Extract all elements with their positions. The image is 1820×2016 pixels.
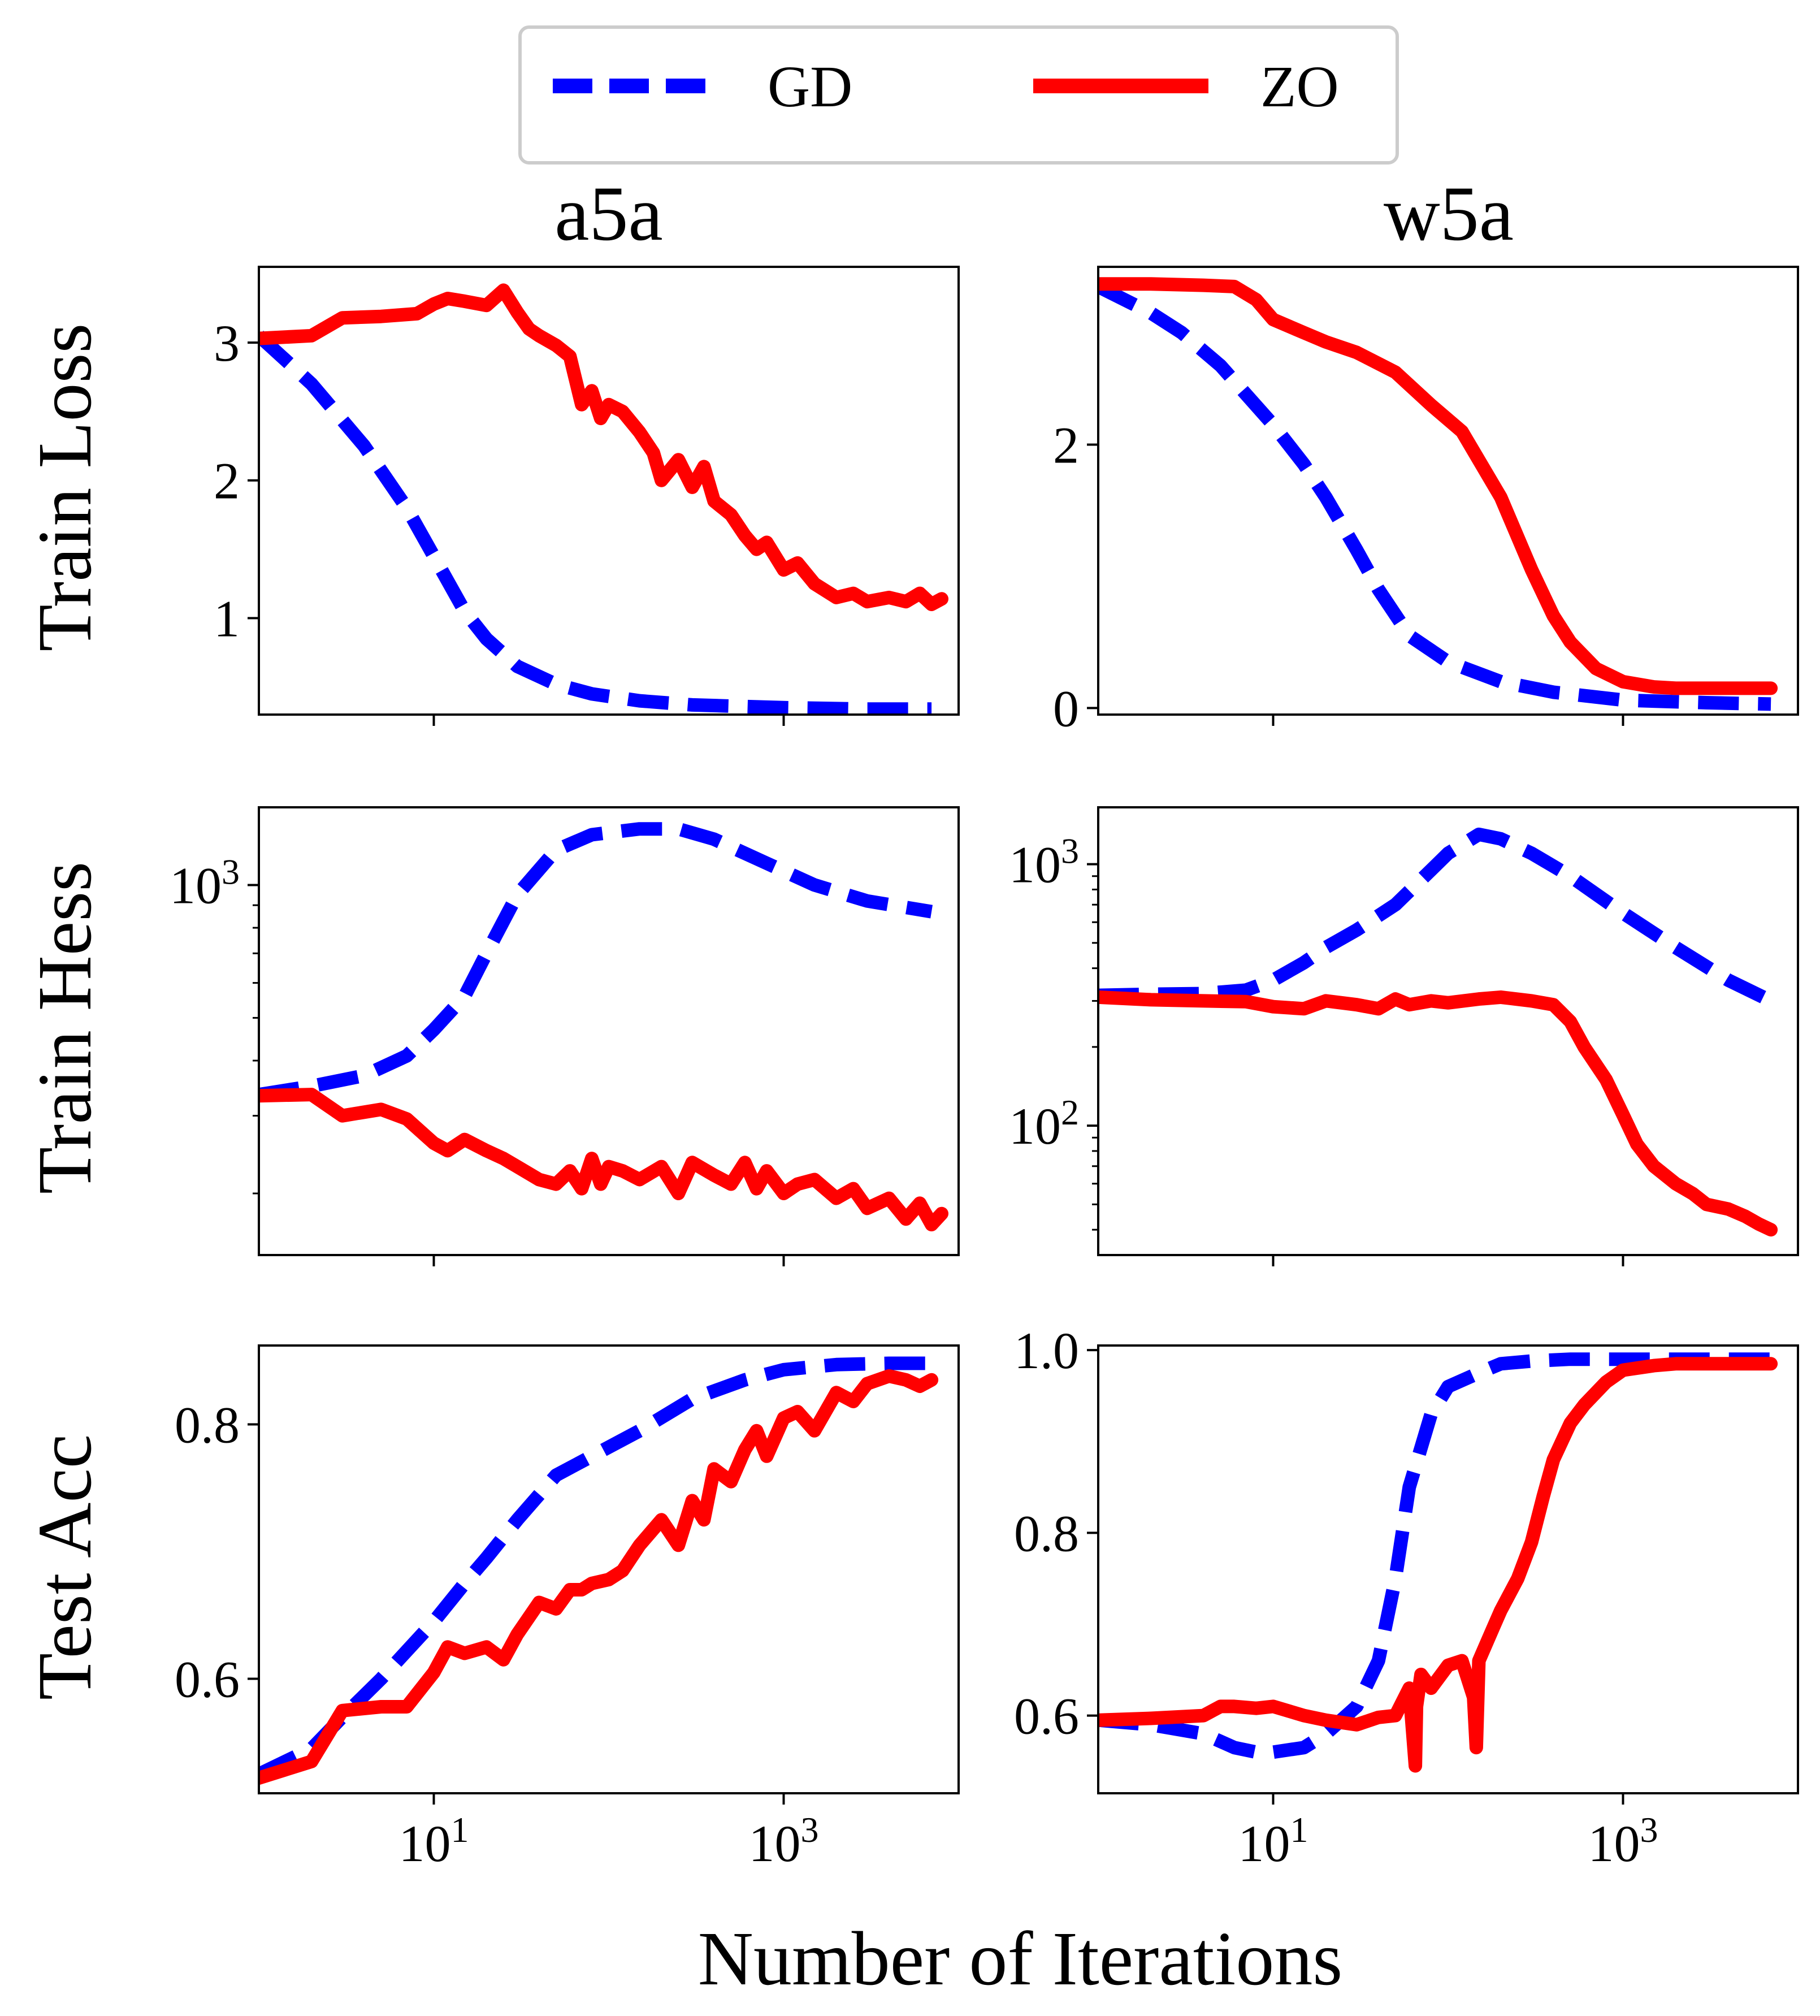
axes-frame-a5a-test-acc xyxy=(258,1344,960,1794)
panel-w5a-train-hess: 102 103 xyxy=(1009,806,1799,1266)
y-tick-label-a5a-test-acc: 0.8 xyxy=(175,1396,240,1454)
y-tick-label-w5a-test-acc: 0.6 xyxy=(1014,1688,1079,1745)
y-tick-label-a5a-train-loss: 2 xyxy=(214,452,240,510)
x-tick-label-w5a-test-acc: 103 xyxy=(1588,1810,1658,1872)
x-tick-label-a5a-test-acc: 101 xyxy=(399,1810,469,1872)
y-tick-label-a5a-train-loss: 3 xyxy=(214,314,240,372)
axes-frame-w5a-train-loss xyxy=(1097,266,1799,716)
series-gd-a5a-train-loss xyxy=(259,330,932,715)
axes-frame-w5a-train-hess xyxy=(1097,806,1799,1256)
series-gd-a5a-train-hess xyxy=(259,822,933,1101)
legend-gd-label: GD xyxy=(768,54,852,119)
x-tick-label-w5a-test-acc: 101 xyxy=(1238,1810,1308,1872)
x-axis-label: Number of Iterations xyxy=(698,1917,1343,2001)
column-title-a5a: a5a xyxy=(554,170,663,257)
series-gd-a5a-test-acc xyxy=(259,1356,932,1781)
series-zo-a5a-train-loss xyxy=(259,283,948,611)
axes-frame-w5a-test-acc xyxy=(1097,1344,1799,1794)
y-tick-label-w5a-test-acc: 1.0 xyxy=(1014,1322,1079,1379)
panel-w5a-train-loss: 02 xyxy=(1053,266,1799,737)
series-zo-w5a-train-hess xyxy=(1098,990,1778,1237)
series-zo-a5a-train-hess xyxy=(259,1088,948,1232)
row-label-test-acc: Test Acc xyxy=(23,1434,107,1700)
series-zo-a5a-test-acc xyxy=(259,1369,939,1785)
panel-a5a-train-hess: 103 xyxy=(170,806,960,1266)
y-tick-label-a5a-train-loss: 1 xyxy=(214,590,240,647)
series-zo-w5a-test-acc xyxy=(1098,1357,1778,1773)
legend-zo-label: ZO xyxy=(1260,54,1339,119)
y-tick-label-a5a-train-hess: 103 xyxy=(170,851,240,914)
column-title-w5a: w5a xyxy=(1384,170,1514,257)
y-tick-label-w5a-train-loss: 0 xyxy=(1053,680,1079,737)
axes-frame-a5a-train-loss xyxy=(258,266,960,716)
x-tick-label-a5a-test-acc: 103 xyxy=(749,1810,819,1872)
y-tick-label-w5a-train-hess: 102 xyxy=(1009,1092,1079,1155)
series-gd-w5a-test-acc xyxy=(1098,1352,1771,1759)
row-label-train-loss: Train Loss xyxy=(23,323,107,652)
series-gd-w5a-train-hess xyxy=(1098,827,1774,1007)
legend-frame xyxy=(518,25,1399,165)
series-zo-w5a-train-loss xyxy=(1098,277,1778,695)
y-tick-label-w5a-train-loss: 2 xyxy=(1053,416,1079,474)
y-tick-label-w5a-test-acc: 0.8 xyxy=(1014,1504,1079,1562)
panel-a5a-train-loss: 1 2 3 xyxy=(214,266,960,726)
axes-frame-a5a-train-hess xyxy=(258,806,960,1256)
legend: GD ZO xyxy=(518,25,1399,165)
series-gd-w5a-train-loss xyxy=(1098,280,1771,711)
panel-a5a-test-acc: 101 103 0.6 0.8 xyxy=(175,1344,960,1872)
panel-w5a-test-acc: 101 103 0.6 0.8 1.0 xyxy=(1014,1322,1799,1872)
y-tick-label-w5a-train-hess: 103 xyxy=(1009,831,1079,894)
y-tick-label-a5a-test-acc: 0.6 xyxy=(175,1651,240,1708)
row-label-train-hess: Train Hess xyxy=(23,862,107,1194)
